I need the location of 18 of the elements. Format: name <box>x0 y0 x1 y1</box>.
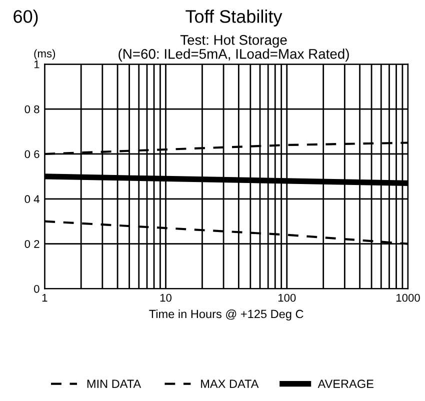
text: 60) <box>14 10 38 26</box>
chart-subtitle: Test: Hot Storage (N=60: ILed=5mA, ILoad=Max Rated) <box>118 35 349 62</box>
y-tick-label: 0 2 <box>24 240 40 248</box>
legend-label: MIN DATA <box>87 380 142 388</box>
y-tick-label: 0 6 <box>24 150 40 158</box>
y-axis-title: (ms) <box>34 49 56 60</box>
x-axis-title: Time in Hours @ +125 Deg C <box>149 309 304 320</box>
x-tick-label: 100 <box>278 294 296 302</box>
x-tick-label: 1000 <box>396 294 420 302</box>
y-tick-label: 0 <box>34 284 40 293</box>
legend-label: MAX DATA <box>201 380 259 388</box>
y-tick-label: 1 <box>34 60 40 68</box>
x-tick-label: 1 <box>42 294 48 302</box>
y-tick-label: 0 8 <box>24 105 40 114</box>
x-tick-label: 10 <box>160 294 172 302</box>
legend-label: AVERAGE <box>318 380 374 388</box>
y-tick-label: 0 4 <box>24 195 40 204</box>
chart-title: Toff Stability <box>186 10 282 26</box>
